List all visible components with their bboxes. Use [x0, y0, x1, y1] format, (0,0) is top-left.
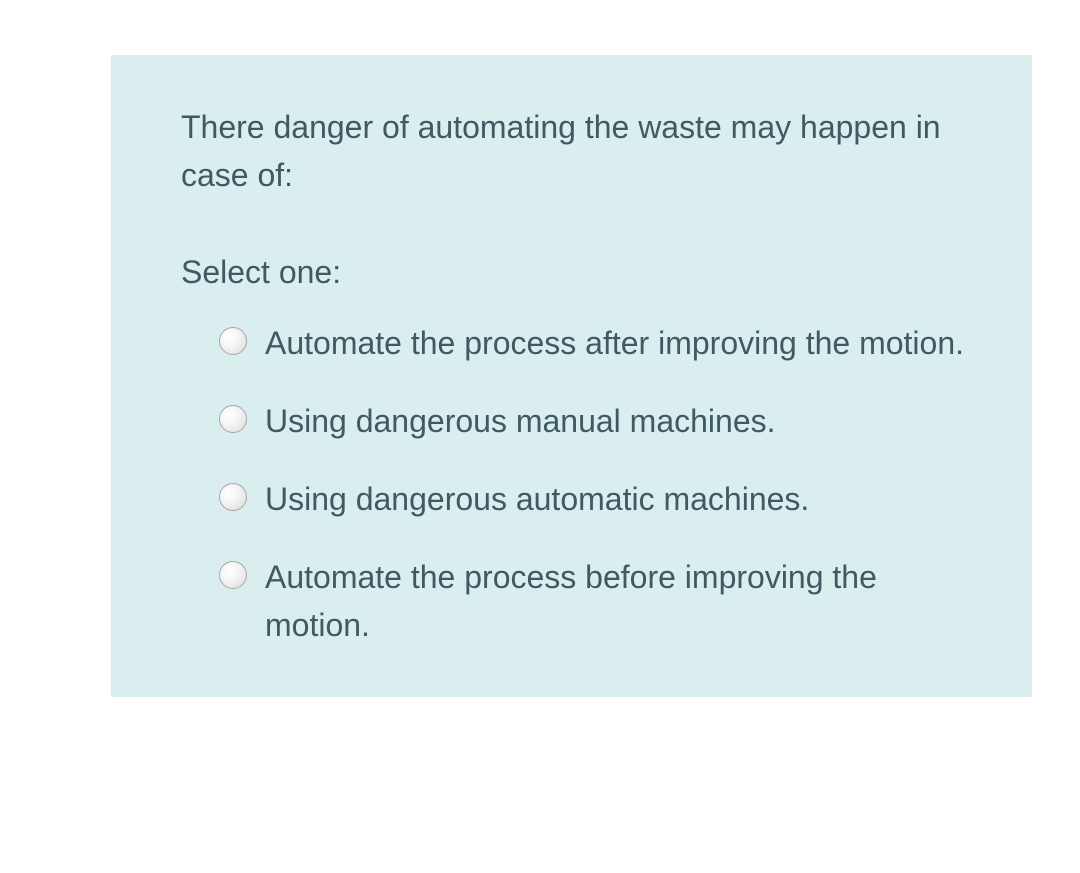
option-label[interactable]: Automate the process after improving the…: [265, 319, 972, 367]
radio-button-option-0[interactable]: [219, 327, 247, 355]
option-label[interactable]: Using dangerous automatic machines.: [265, 475, 972, 523]
radio-options-group: Automate the process after improving the…: [181, 319, 972, 649]
select-one-prompt: Select one:: [181, 254, 972, 291]
option-row: Automate the process before improving th…: [219, 553, 972, 649]
question-text: There danger of automating the waste may…: [181, 103, 972, 199]
radio-button-option-2[interactable]: [219, 483, 247, 511]
question-container: There danger of automating the waste may…: [63, 0, 1080, 873]
radio-button-option-3[interactable]: [219, 561, 247, 589]
radio-button-option-1[interactable]: [219, 405, 247, 433]
option-label[interactable]: Using dangerous manual machines.: [265, 397, 972, 445]
option-row: Automate the process after improving the…: [219, 319, 972, 367]
option-row: Using dangerous automatic machines.: [219, 475, 972, 523]
question-panel: There danger of automating the waste may…: [111, 55, 1032, 697]
option-label[interactable]: Automate the process before improving th…: [265, 553, 972, 649]
option-row: Using dangerous manual machines.: [219, 397, 972, 445]
